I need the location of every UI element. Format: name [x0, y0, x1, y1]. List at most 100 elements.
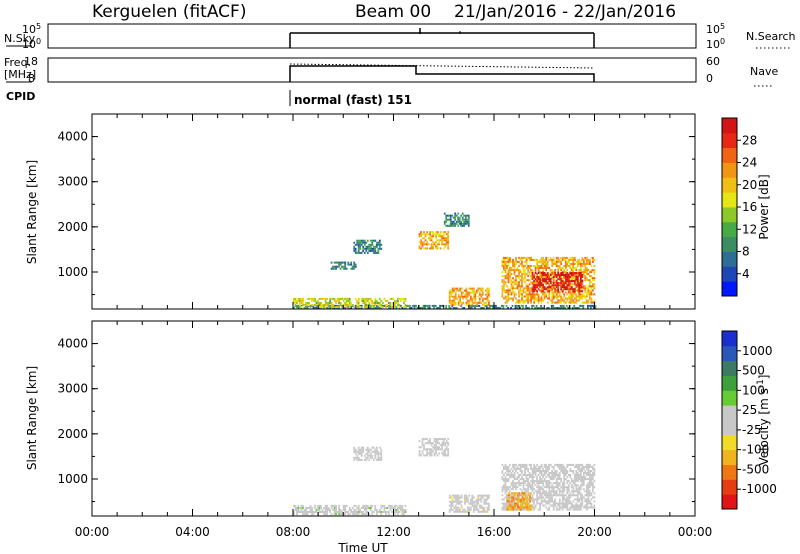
- heatmap-cell: [528, 474, 531, 476]
- heatmap-cell: [300, 302, 303, 304]
- heatmap-cell: [584, 295, 587, 298]
- heatmap-cell: [532, 304, 535, 307]
- heatmap-cell: [579, 267, 582, 269]
- heatmap-cell: [509, 256, 511, 259]
- heatmap-cell: [442, 231, 445, 234]
- heatmap-cell: [566, 288, 569, 291]
- heatmap-cell: [469, 498, 472, 501]
- heatmap-cell: [448, 214, 451, 217]
- heatmap-cell: [467, 222, 470, 225]
- heatmap-cell: [501, 506, 504, 509]
- heatmap-cell: [506, 295, 508, 298]
- heatmap-cell: [584, 470, 587, 472]
- heatmap-cell: [507, 470, 510, 472]
- heatmap-cell: [469, 506, 472, 509]
- heatmap-cell: [543, 490, 546, 493]
- heatmap-cell: [582, 474, 585, 476]
- heatmap-cell: [447, 247, 450, 250]
- heatmap-cell: [560, 478, 563, 481]
- heatmap-cell: [593, 486, 596, 489]
- heatmap-cell: [518, 275, 520, 278]
- heatmap-cell: [504, 478, 507, 481]
- heatmap-cell: [445, 218, 448, 221]
- heatmap-cell: [357, 239, 360, 242]
- heatmap-cell: [486, 295, 489, 298]
- heatmap-cell: [572, 506, 575, 509]
- heatmap-cell: [430, 444, 433, 447]
- heatmap-cell: [558, 490, 561, 493]
- heatmap-cell: [537, 307, 539, 309]
- heatmap-cell: [369, 307, 372, 309]
- heatmap-cell: [527, 299, 529, 302]
- heatmap-cell: [485, 301, 487, 304]
- heatmap-cell: [507, 486, 510, 489]
- heatmap-cell: [377, 247, 380, 250]
- heatmap-cell: [372, 249, 375, 252]
- heatmap-cell: [551, 260, 554, 263]
- heatmap-cell: [534, 467, 537, 470]
- heatmap-cell: [554, 504, 557, 507]
- heatmap-cell: [551, 465, 554, 468]
- heatmap-cell: [558, 260, 561, 263]
- heatmap-cell: [522, 465, 525, 468]
- heatmap-cell: [467, 224, 470, 227]
- heatmap-cell: [469, 297, 472, 300]
- heatmap-cell: [374, 251, 377, 254]
- heatmap-cell: [522, 304, 524, 307]
- heatmap-cell: [513, 273, 516, 276]
- heatmap-cell: [560, 465, 563, 468]
- heatmap-cell: [435, 247, 437, 250]
- heatmap-cell: [531, 490, 534, 493]
- heatmap-cell: [521, 277, 523, 280]
- heatmap-cell: [545, 283, 548, 286]
- heatmap-cell: [420, 241, 422, 244]
- heatmap-cell: [573, 288, 576, 291]
- heatmap-cell: [546, 263, 549, 265]
- heatmap-cell: [475, 502, 478, 505]
- heatmap-cell: [449, 220, 452, 223]
- heatmap-cell: [409, 304, 411, 307]
- heatmap-cell: [586, 488, 588, 491]
- heatmap-cell: [506, 502, 508, 505]
- velocity-colorbar-label: Velocity [m s-1]: [756, 375, 771, 466]
- heatmap-cell: [360, 300, 363, 302]
- heatmap-cell: [363, 241, 366, 244]
- heatmap-cell: [420, 454, 422, 457]
- heatmap-cell: [579, 260, 582, 263]
- heatmap-cell: [551, 297, 554, 300]
- heatmap-cell: [465, 297, 468, 300]
- heatmap-cell: [561, 500, 564, 503]
- heatmap-cell: [344, 261, 347, 264]
- heatmap-cell: [524, 281, 526, 284]
- heatmap-cell: [471, 504, 474, 507]
- heatmap-cell: [483, 301, 486, 304]
- heatmap-cell: [584, 472, 587, 474]
- heatmap-cell: [522, 295, 525, 298]
- heatmap-cell: [356, 306, 359, 309]
- heatmap-cell: [549, 463, 552, 466]
- heatmap-cell: [474, 508, 477, 511]
- heatmap-cell: [436, 231, 439, 234]
- heatmap-cell: [512, 258, 514, 261]
- heatmap-cell: [378, 243, 381, 246]
- heatmap-cell: [338, 504, 340, 507]
- heatmap-cell: [513, 283, 516, 286]
- heatmap-cell: [545, 288, 548, 291]
- heatmap-cell: [423, 243, 425, 246]
- heatmap-cell: [369, 452, 372, 455]
- heatmap-cell: [530, 488, 532, 491]
- heatmap-cell: [342, 300, 345, 302]
- heatmap-cell: [519, 287, 522, 290]
- heatmap-cell: [430, 243, 433, 246]
- heatmap-cell: [353, 267, 356, 270]
- heatmap-cell: [534, 293, 537, 296]
- heatmap-cell: [515, 492, 518, 495]
- heatmap-cell: [554, 486, 557, 489]
- heatmap-cell: [587, 263, 590, 265]
- heatmap-cell: [542, 488, 544, 491]
- heatmap-cell: [465, 293, 468, 296]
- heatmap-cell: [412, 304, 414, 307]
- heatmap-cell: [504, 301, 507, 304]
- heatmap-cell: [311, 300, 313, 302]
- heatmap-cell: [413, 307, 416, 309]
